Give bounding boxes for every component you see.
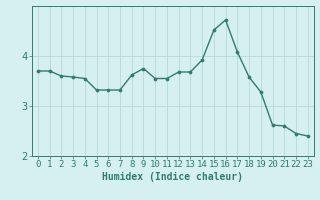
X-axis label: Humidex (Indice chaleur): Humidex (Indice chaleur)	[102, 172, 243, 182]
